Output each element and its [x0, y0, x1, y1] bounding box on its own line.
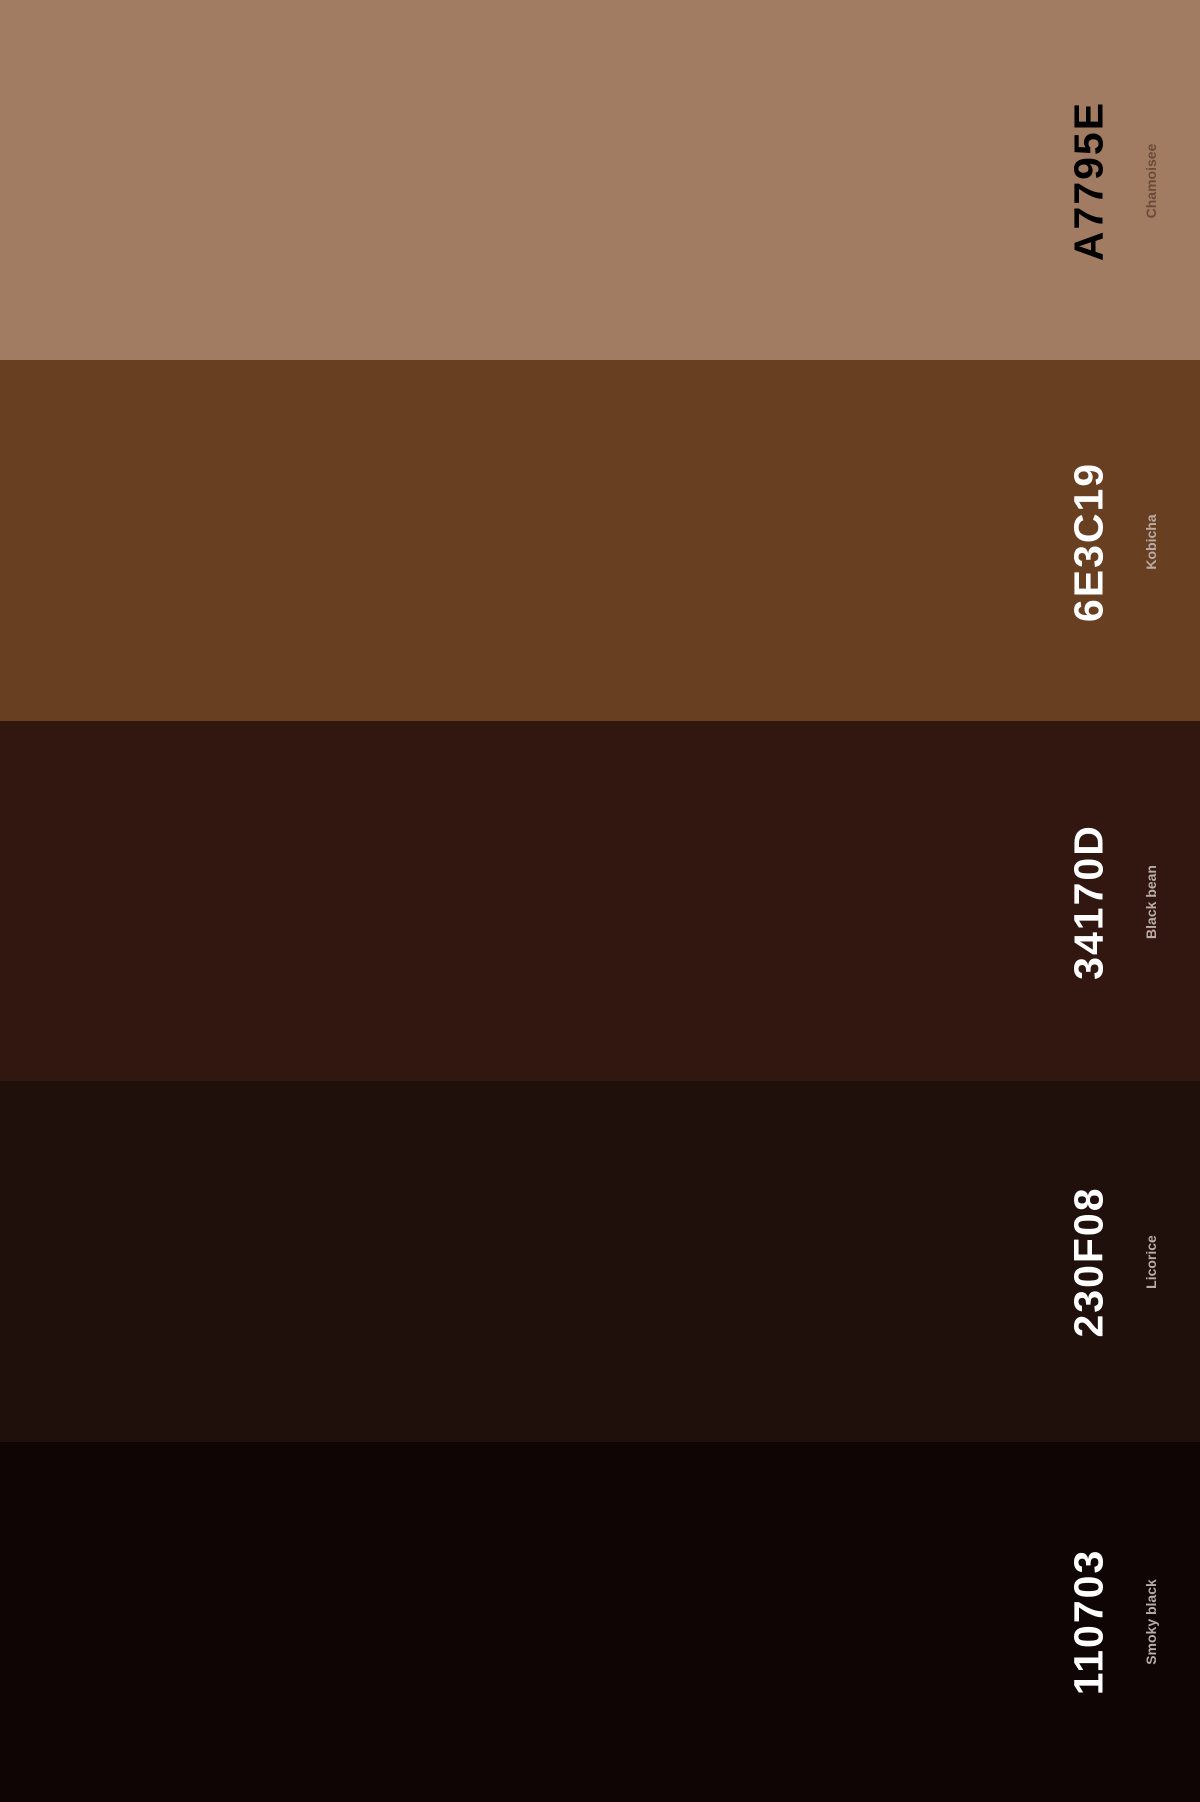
swatch-smoky-black[interactable]: 110703 Smoky black — [0, 1441, 1200, 1802]
hex-code: 110703 — [1065, 1548, 1112, 1696]
swatch-chamoisee[interactable]: A7795E Chamoisee — [0, 0, 1200, 363]
swatch-labels: 34170D Black bean — [1060, 721, 1200, 1083]
color-name: Kobicha — [1143, 513, 1159, 570]
color-name: Licorice — [1143, 1235, 1159, 1290]
color-name: Chamoisee — [1143, 143, 1159, 219]
color-name: Smoky black — [1143, 1578, 1159, 1665]
hex-code: 230F08 — [1065, 1186, 1112, 1338]
hex-code: 6E3C19 — [1065, 461, 1112, 622]
swatch-labels: 230F08 Licorice — [1060, 1081, 1200, 1443]
swatch-labels: 110703 Smoky black — [1060, 1442, 1200, 1802]
swatch-black-bean[interactable]: 34170D Black bean — [0, 720, 1200, 1084]
color-name: Black bean — [1143, 865, 1159, 939]
swatch-kobicha[interactable]: 6E3C19 Kobicha — [0, 360, 1200, 723]
hex-code: 34170D — [1065, 824, 1112, 980]
swatch-labels: 6E3C19 Kobicha — [1060, 360, 1200, 722]
hex-code: A7795E — [1065, 101, 1112, 262]
swatch-labels: A7795E Chamoisee — [1060, 0, 1200, 362]
swatch-licorice[interactable]: 230F08 Licorice — [0, 1081, 1200, 1444]
